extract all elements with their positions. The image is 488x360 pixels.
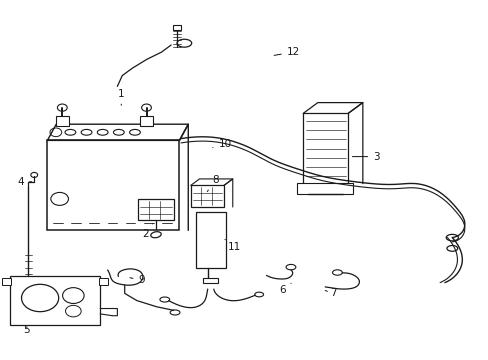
Text: 5: 5 bbox=[23, 325, 30, 336]
Bar bbox=[297, 183, 352, 194]
Bar bbox=[99, 278, 107, 285]
Bar bbox=[138, 199, 173, 220]
Text: 7: 7 bbox=[325, 288, 336, 298]
Bar bbox=[190, 185, 224, 207]
Text: 6: 6 bbox=[279, 283, 290, 295]
Text: 2: 2 bbox=[142, 224, 152, 239]
Bar bbox=[303, 113, 347, 184]
Text: 11: 11 bbox=[224, 239, 241, 252]
Bar bbox=[47, 140, 179, 230]
Bar bbox=[140, 116, 153, 126]
Text: 10: 10 bbox=[212, 139, 231, 149]
Bar bbox=[24, 284, 33, 292]
Bar bbox=[2, 278, 11, 285]
Bar bbox=[56, 116, 68, 126]
Text: 12: 12 bbox=[274, 47, 300, 57]
Bar bbox=[195, 212, 225, 268]
Text: 4: 4 bbox=[17, 177, 32, 187]
Text: 9: 9 bbox=[130, 275, 145, 285]
Text: 1: 1 bbox=[118, 89, 124, 105]
Text: 8: 8 bbox=[207, 175, 218, 192]
Bar bbox=[172, 25, 181, 30]
Bar bbox=[203, 278, 218, 283]
Text: 3: 3 bbox=[352, 152, 379, 162]
Bar bbox=[10, 276, 100, 325]
